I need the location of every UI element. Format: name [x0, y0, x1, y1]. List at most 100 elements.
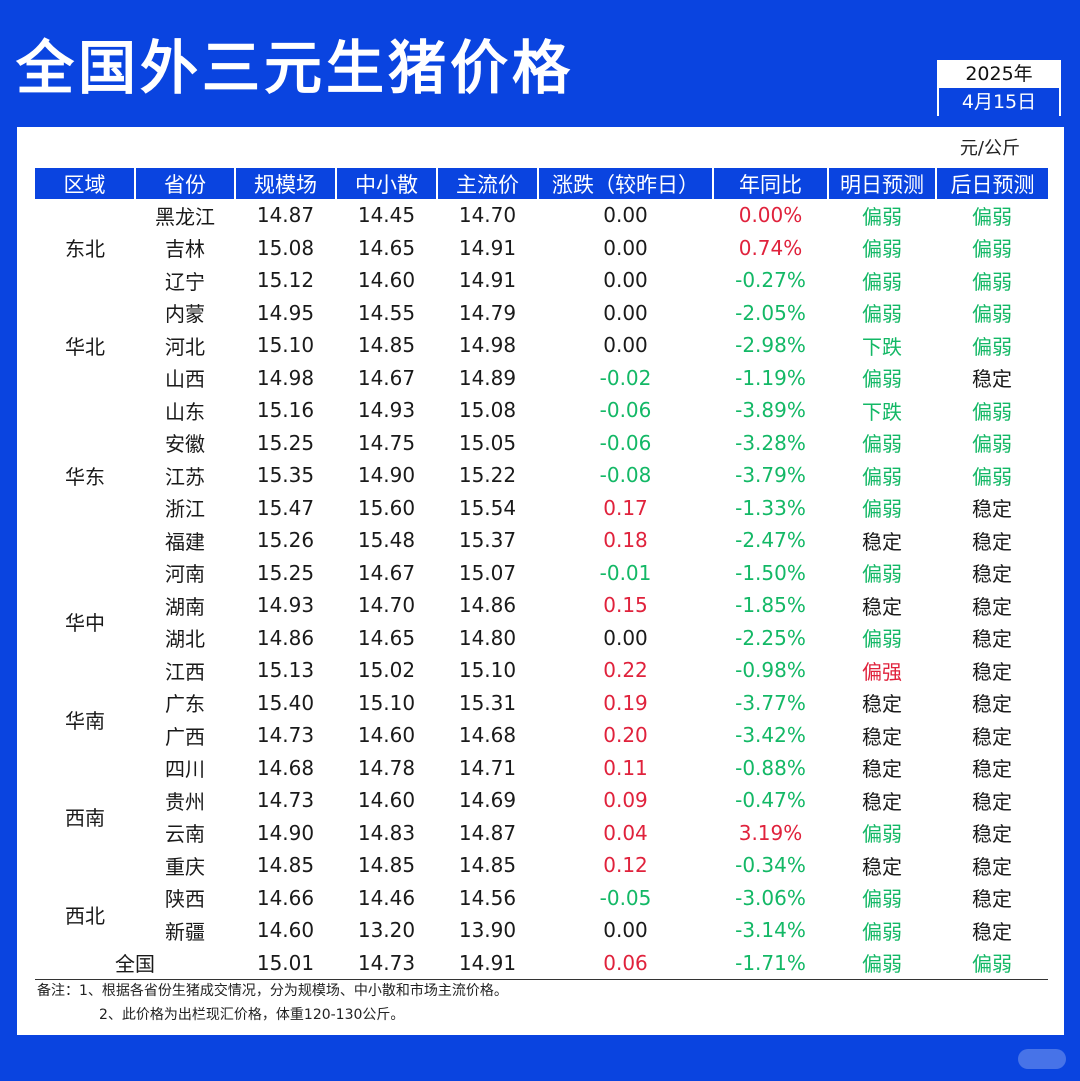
province-cell: 吉林 [165, 237, 205, 262]
table-row: 安徽 15.25 14.75 15.05 -0.06 -3.28% 偏弱 偏弱 [35, 427, 1048, 460]
small-farm-price: 14.55 [357, 300, 416, 325]
main-price: 14.68 [458, 723, 517, 748]
column-header: 规模场 [234, 168, 336, 199]
table-row: 山西 14.98 14.67 14.89 -0.02 -1.19% 偏弱 稳定 [35, 362, 1048, 395]
large-farm-price: 14.98 [256, 365, 315, 390]
column-header: 明日预测 [827, 168, 936, 199]
main-price: 13.90 [458, 918, 517, 943]
daily-change: 0.00 [603, 333, 648, 358]
day-after-forecast: 稳定 [972, 724, 1012, 749]
small-farm-price: 14.65 [357, 625, 416, 650]
tomorrow-forecast: 偏弱 [862, 562, 902, 587]
large-farm-price: 15.13 [256, 658, 315, 683]
main-price: 15.10 [458, 658, 517, 683]
tomorrow-forecast: 稳定 [862, 529, 902, 554]
province-cell: 广西 [165, 724, 205, 749]
small-farm-price: 14.67 [357, 365, 416, 390]
yoy-change: -0.98% [735, 658, 806, 683]
tomorrow-forecast: 偏弱 [828, 946, 936, 980]
column-header: 区域 [35, 168, 135, 199]
tomorrow-forecast: 稳定 [862, 692, 902, 717]
daily-change: 0.22 [603, 658, 648, 683]
main-price: 15.08 [458, 398, 517, 423]
small-farm-price: 14.73 [336, 946, 437, 980]
table-row: 重庆 14.85 14.85 14.85 0.12 -0.34% 稳定 稳定 [35, 849, 1048, 882]
table-row: 河北 15.10 14.85 14.98 0.00 -2.98% 下跌 偏弱 [35, 329, 1048, 362]
column-header: 省份 [134, 168, 235, 199]
daily-change: 0.18 [603, 528, 648, 553]
province-cell: 河北 [165, 334, 205, 359]
table-row: 广西 14.73 14.60 14.68 0.20 -3.42% 稳定 稳定 [35, 719, 1048, 752]
large-farm-price: 15.35 [256, 463, 315, 488]
main-price: 15.37 [458, 528, 517, 553]
large-farm-price: 14.60 [256, 918, 315, 943]
province-cell: 河南 [165, 562, 205, 587]
province-cell: 贵州 [165, 789, 205, 814]
day-after-forecast: 稳定 [972, 367, 1012, 392]
main-price: 15.31 [458, 690, 517, 715]
small-farm-price: 15.02 [357, 658, 416, 683]
table-row: 西南 四川 14.68 14.78 14.71 0.11 -0.88% 稳定 稳定 [35, 752, 1048, 830]
large-farm-price: 15.08 [256, 235, 315, 260]
table-row: 贵州 14.73 14.60 14.69 0.09 -0.47% 稳定 稳定 [35, 784, 1048, 817]
daily-change: 0.19 [603, 690, 648, 715]
date-box: 2025年 4月15日 [935, 58, 1063, 118]
region-cell: 华南 [65, 708, 105, 733]
tomorrow-forecast: 偏弱 [862, 887, 902, 912]
large-farm-price: 14.93 [256, 593, 315, 618]
table-row: 江苏 15.35 14.90 15.22 -0.08 -3.79% 偏弱 偏弱 [35, 459, 1048, 492]
small-farm-price: 14.78 [357, 755, 416, 780]
table-row: 西北 陕西 14.66 14.46 14.56 -0.05 -3.06% 偏弱 稳定 [35, 882, 1048, 928]
column-header: 主流价 [436, 168, 538, 199]
main-price: 14.91 [458, 235, 517, 260]
note-line-2: 2、此价格为出栏现汇价格，体重120-130公斤。 [99, 1007, 405, 1023]
daily-change: 0.00 [603, 268, 648, 293]
daily-change: 0.20 [603, 723, 648, 748]
province-cell: 辽宁 [165, 269, 205, 294]
province-cell: 山东 [165, 399, 205, 424]
province-cell: 江西 [165, 659, 205, 684]
province-cell: 浙江 [165, 497, 205, 522]
large-farm-price: 14.73 [256, 788, 315, 813]
table-row: 云南 14.90 14.83 14.87 0.04 3.19% 偏弱 稳定 [35, 817, 1048, 850]
day-after-forecast: 偏弱 [936, 946, 1048, 980]
province-cell: 四川 [165, 757, 205, 782]
column-header: 中小散 [335, 168, 437, 199]
main-price: 15.54 [458, 495, 517, 520]
daily-change: -0.06 [599, 398, 652, 423]
region-cell: 东北 [65, 237, 105, 262]
table-row: 吉林 15.08 14.65 14.91 0.00 0.74% 偏弱 偏弱 [35, 232, 1048, 265]
region-cell: 华北 [65, 334, 105, 359]
day-after-forecast: 稳定 [972, 854, 1012, 879]
daily-change: 0.17 [603, 495, 648, 520]
watermark-badge [1018, 1049, 1066, 1069]
day-after-forecast: 偏弱 [972, 302, 1012, 327]
small-farm-price: 13.20 [357, 918, 416, 943]
tomorrow-forecast: 稳定 [862, 789, 902, 814]
main-price: 14.87 [458, 820, 517, 845]
tomorrow-forecast: 偏强 [862, 659, 902, 684]
national-label: 全国 [35, 946, 235, 980]
day-after-forecast: 偏弱 [972, 464, 1012, 489]
tomorrow-forecast: 偏弱 [862, 367, 902, 392]
large-farm-price: 15.12 [256, 268, 315, 293]
daily-change: -0.06 [599, 430, 652, 455]
table-row: 华东 山东 15.16 14.93 15.08 -0.06 -3.89% 下跌 偏弱 [35, 394, 1048, 489]
main-price: 14.56 [458, 885, 517, 910]
table-header-row: 区域 省份 规模场 中小散 主流价 涨跌（较昨日） 年同比 明日预测 后日预测 [35, 168, 1048, 199]
small-farm-price: 14.45 [357, 203, 416, 228]
small-farm-price: 14.65 [357, 235, 416, 260]
table-body: 东北 黑龙江 14.87 14.45 14.70 0.00 0.00% 偏弱 偏弱 吉林 15.08… [35, 199, 1048, 980]
day-after-forecast: 稳定 [972, 497, 1012, 522]
yoy-change: -3.77% [735, 690, 806, 715]
table-row: 江西 15.13 15.02 15.10 0.22 -0.98% 偏强 稳定 [35, 654, 1048, 687]
main-price: 14.79 [458, 300, 517, 325]
tomorrow-forecast: 稳定 [862, 757, 902, 782]
main-price: 15.05 [458, 430, 517, 455]
large-farm-price: 15.25 [256, 560, 315, 585]
day-after-forecast: 稳定 [972, 692, 1012, 717]
yoy-change: -0.88% [735, 755, 806, 780]
small-farm-price: 15.48 [357, 528, 416, 553]
small-farm-price: 15.10 [357, 690, 416, 715]
yoy-change: -0.34% [735, 853, 806, 878]
